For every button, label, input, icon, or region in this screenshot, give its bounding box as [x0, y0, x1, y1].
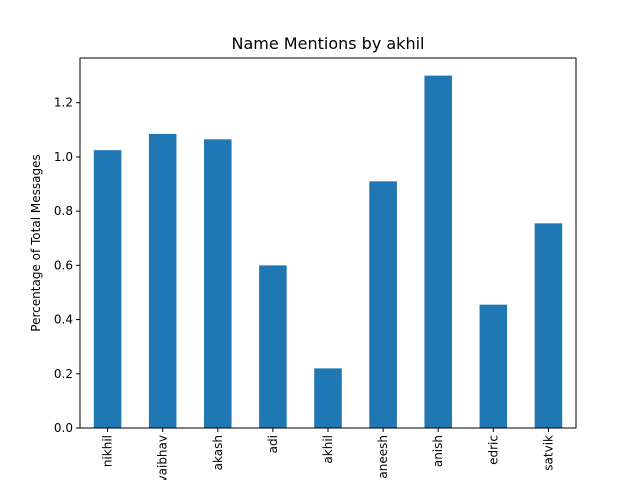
y-axis-ticks: 0.0 0.2 0.4 0.6 0.8 1.0 1.2	[54, 96, 80, 435]
y-tick-label: 0.6	[54, 258, 73, 272]
y-axis-label: Percentage of Total Messages	[29, 154, 43, 331]
x-axis-ticks: nikhil vaibhav akash adi akhil aneesh anish edr…	[101, 428, 555, 480]
y-tick-label: 1.0	[54, 150, 73, 164]
bar-akhil	[314, 368, 342, 428]
y-tick-label: 0.0	[54, 421, 73, 435]
bar-satvik	[534, 223, 563, 428]
y-tick-label: 1.2	[54, 96, 73, 110]
x-tick-label: satvik	[541, 435, 555, 471]
bar-edric	[479, 304, 508, 428]
x-tick-label: vaibhav	[156, 435, 170, 480]
x-tick-label: aneesh	[376, 435, 390, 479]
bars	[93, 75, 563, 429]
x-tick-label: adi	[266, 435, 280, 453]
y-tick-label: 0.4	[54, 313, 73, 327]
x-tick-label: akhil	[321, 435, 335, 464]
bar-anish	[424, 75, 452, 428]
bar-adi	[259, 265, 287, 428]
bar-aneesh	[369, 181, 397, 428]
bar-akash	[204, 139, 232, 429]
plot-frame	[79, 57, 577, 429]
y-tick-label: 0.2	[54, 367, 73, 381]
chart-title: Name Mentions by akhil	[232, 34, 425, 53]
x-tick-label: anish	[431, 435, 445, 467]
x-tick-label: akash	[211, 435, 225, 470]
x-tick-label: edric	[486, 435, 500, 465]
bar-vaibhav	[148, 133, 177, 428]
y-tick-label: 0.8	[54, 204, 73, 218]
x-tick-label: nikhil	[101, 435, 115, 467]
bar-nikhil	[93, 150, 122, 428]
